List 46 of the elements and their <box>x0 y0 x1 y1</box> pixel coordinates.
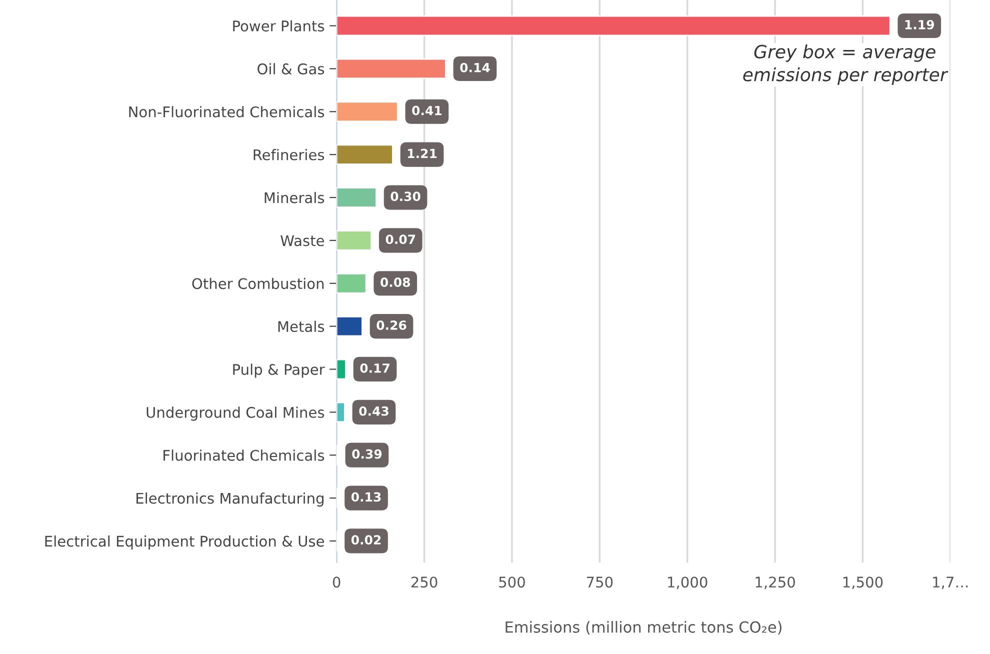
x-tick-label: 250 <box>411 576 438 588</box>
annotation: 0.39 <box>352 449 382 459</box>
bar <box>336 144 394 165</box>
bar <box>336 273 367 294</box>
y-tick-label: Electrical Equipment Production & Use <box>45 535 324 550</box>
x-tick-label: 1,250 <box>756 576 795 590</box>
bar <box>336 15 891 36</box>
x-tick-label: 0 <box>332 576 340 588</box>
annotation: 0.07 <box>386 234 416 244</box>
annotation: 0.30 <box>390 192 420 202</box>
bar <box>336 230 372 251</box>
bar <box>336 402 346 423</box>
y-tick-label: Oil & Gas <box>258 63 324 74</box>
x-tick-label: 1,500 <box>843 576 883 590</box>
y-tick-label: Metals <box>278 320 324 332</box>
annotation: 0.14 <box>460 62 490 72</box>
y-tick-label: Non-Fluorinated Chemicals <box>129 106 324 118</box>
annotation: 0.17 <box>360 363 390 373</box>
annotation: 0.43 <box>359 406 388 416</box>
annotation: 0.26 <box>376 320 406 330</box>
annotation: 1.21 <box>408 148 437 158</box>
y-tick-label: Underground Coal Mines <box>146 406 324 421</box>
x-tick-label: 1,000 <box>668 576 708 590</box>
y-tick-label: Electronics Manufacturing <box>136 492 324 507</box>
annotation: 1.19 <box>905 20 934 30</box>
y-tick-label: Fluorinated Chemicals <box>164 450 324 461</box>
bar <box>336 101 398 122</box>
annotation: Grey box = average emissions per reporter <box>743 44 948 85</box>
y-tick-label: Other Combustion <box>192 278 324 290</box>
y-tick-label: Refineries <box>254 149 324 160</box>
annotation: 0.41 <box>412 106 442 116</box>
bar <box>336 187 377 208</box>
bar <box>336 358 346 380</box>
annotation: 0.08 <box>380 278 410 287</box>
annotation: 0.02 <box>351 535 381 545</box>
y-tick-label: Minerals <box>264 192 324 204</box>
annotation: 0.13 <box>351 492 381 502</box>
x-tick-label: 500 <box>499 576 525 588</box>
bar <box>336 316 363 337</box>
x-tick-label: 750 <box>586 576 613 588</box>
y-tick-label: Waste <box>280 235 324 246</box>
bar <box>336 58 446 80</box>
x-axis-title: Emissions (million metric tons CO₂e) <box>506 621 782 635</box>
y-tick-label: Pulp & Paper <box>233 364 325 378</box>
x-tick-label: 1,7… <box>933 576 968 590</box>
y-tick-label: Power Plants <box>233 20 324 32</box>
